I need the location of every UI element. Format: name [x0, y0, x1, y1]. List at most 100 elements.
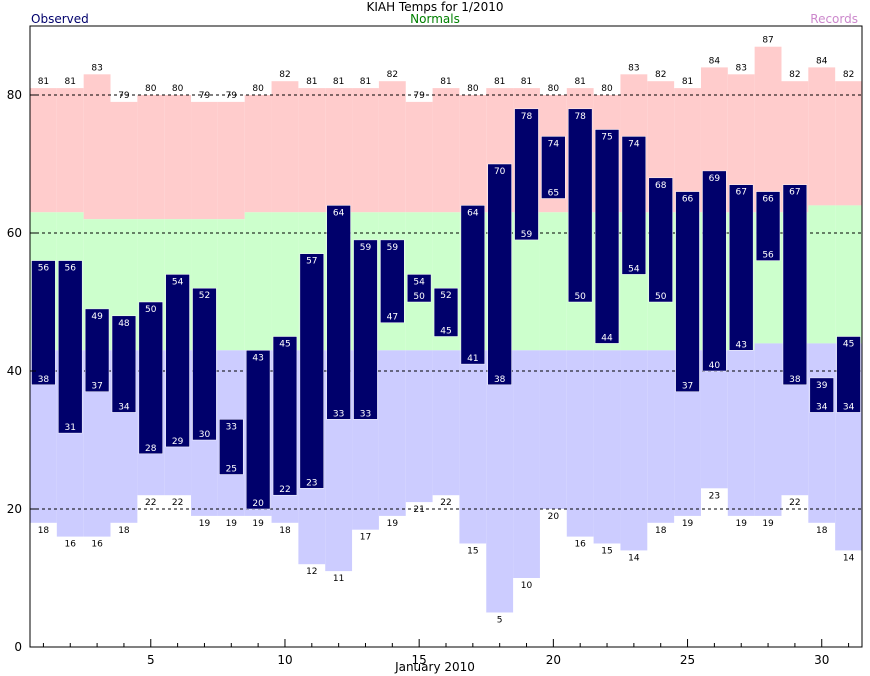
observed-low-label: 34 [118, 402, 130, 412]
record-low-label: 16 [65, 540, 77, 550]
record-high-label: 81 [494, 77, 505, 87]
observed-bar [675, 191, 700, 392]
legend-records: Records [810, 12, 858, 26]
record-high-label: 80 [601, 84, 613, 94]
y-tick-label: 0 [14, 640, 22, 654]
record-high-label: 79 [226, 91, 238, 101]
observed-low-label: 37 [91, 382, 102, 392]
observed-bar [84, 308, 110, 392]
observed-low-label: 33 [360, 409, 371, 419]
record-high-band [217, 101, 245, 220]
record-low-label: 21 [413, 505, 424, 515]
observed-high-label: 66 [762, 195, 774, 205]
record-high-label: 80 [172, 84, 184, 94]
record-low-label: 16 [91, 540, 103, 550]
observed-high-label: 49 [91, 312, 103, 322]
record-high-label: 81 [38, 77, 49, 87]
record-low-band [620, 350, 648, 551]
legend-normals: Normals [410, 12, 460, 26]
observed-bar [782, 184, 808, 386]
record-high-label: 82 [843, 70, 854, 80]
x-axis-label: January 2010 [395, 660, 475, 674]
record-high-label: 79 [413, 91, 425, 101]
record-high-label: 81 [306, 77, 317, 87]
observed-low-label: 56 [762, 251, 774, 261]
observed-low-label: 28 [145, 444, 157, 454]
observed-low-label: 34 [843, 402, 855, 412]
observed-bar [755, 191, 781, 261]
observed-bar [514, 108, 539, 241]
observed-high-label: 75 [601, 133, 612, 143]
normal-range-band [244, 212, 272, 351]
record-high-band [325, 88, 353, 213]
record-high-band [83, 74, 111, 220]
observed-bar [594, 129, 620, 344]
observed-bar [621, 136, 647, 275]
observed-bar [326, 205, 351, 420]
observed-bar [380, 239, 405, 323]
observed-high-label: 78 [574, 112, 586, 122]
observed-high-label: 56 [65, 264, 77, 274]
observed-low-label: 33 [333, 409, 344, 419]
record-low-label: 19 [252, 519, 264, 529]
record-low-label: 14 [843, 553, 855, 563]
observed-low-label: 45 [440, 327, 451, 337]
observed-low-label: 44 [601, 333, 613, 343]
chart-title: KIAH Temps for 1/2010 [366, 0, 504, 14]
x-tick-label: 25 [680, 653, 695, 667]
record-low-band [486, 350, 514, 613]
observed-low-label: 34 [816, 402, 828, 412]
record-low-band [432, 350, 460, 496]
record-low-label: 19 [226, 519, 238, 529]
y-tick-label: 60 [7, 226, 22, 240]
observed-low-label: 31 [65, 423, 76, 433]
record-high-label: 81 [360, 77, 371, 87]
observed-high-label: 39 [816, 381, 828, 391]
record-high-label: 87 [762, 36, 773, 46]
observed-bar [272, 336, 298, 496]
record-high-band [405, 101, 433, 213]
x-tick-label: 10 [277, 653, 292, 667]
observed-high-label: 52 [440, 291, 451, 301]
observed-high-label: 78 [521, 112, 533, 122]
observed-low-label: 65 [548, 189, 559, 199]
record-low-label: 14 [628, 553, 640, 563]
observed-low-label: 50 [413, 292, 425, 302]
record-high-band [137, 95, 165, 220]
observed-low-label: 40 [709, 361, 721, 371]
observed-bar [299, 253, 324, 489]
observed-bar [111, 315, 137, 413]
observed-low-label: 30 [199, 430, 211, 440]
record-low-band [647, 350, 675, 523]
observed-bar [165, 274, 190, 448]
observed-low-label: 23 [306, 478, 317, 488]
record-low-band [593, 350, 621, 544]
observed-high-label: 67 [789, 188, 800, 198]
observed-low-label: 50 [655, 292, 667, 302]
observed-bar [487, 163, 512, 386]
record-low-band [378, 350, 406, 516]
observed-bar [460, 205, 486, 365]
observed-high-label: 59 [360, 243, 372, 253]
record-high-label: 81 [65, 77, 76, 87]
record-low-label: 10 [521, 581, 533, 591]
observed-bar [541, 136, 566, 199]
record-high-band [30, 88, 57, 213]
record-high-label: 80 [252, 84, 264, 94]
observed-bar [138, 301, 163, 455]
record-high-band [164, 95, 192, 220]
record-low-label: 19 [199, 519, 211, 529]
record-low-label: 20 [548, 512, 560, 522]
record-high-band [378, 81, 406, 213]
observed-bar [406, 274, 432, 303]
record-high-label: 80 [548, 84, 560, 94]
record-low-label: 18 [118, 526, 130, 536]
record-high-band [110, 101, 138, 220]
record-high-label: 84 [816, 56, 828, 66]
y-tick-label: 20 [7, 502, 22, 516]
record-low-label: 19 [735, 519, 747, 529]
observed-high-label: 45 [279, 340, 290, 350]
x-tick-label: 5 [147, 653, 155, 667]
observed-bar [31, 260, 56, 386]
record-low-label: 18 [655, 526, 667, 536]
